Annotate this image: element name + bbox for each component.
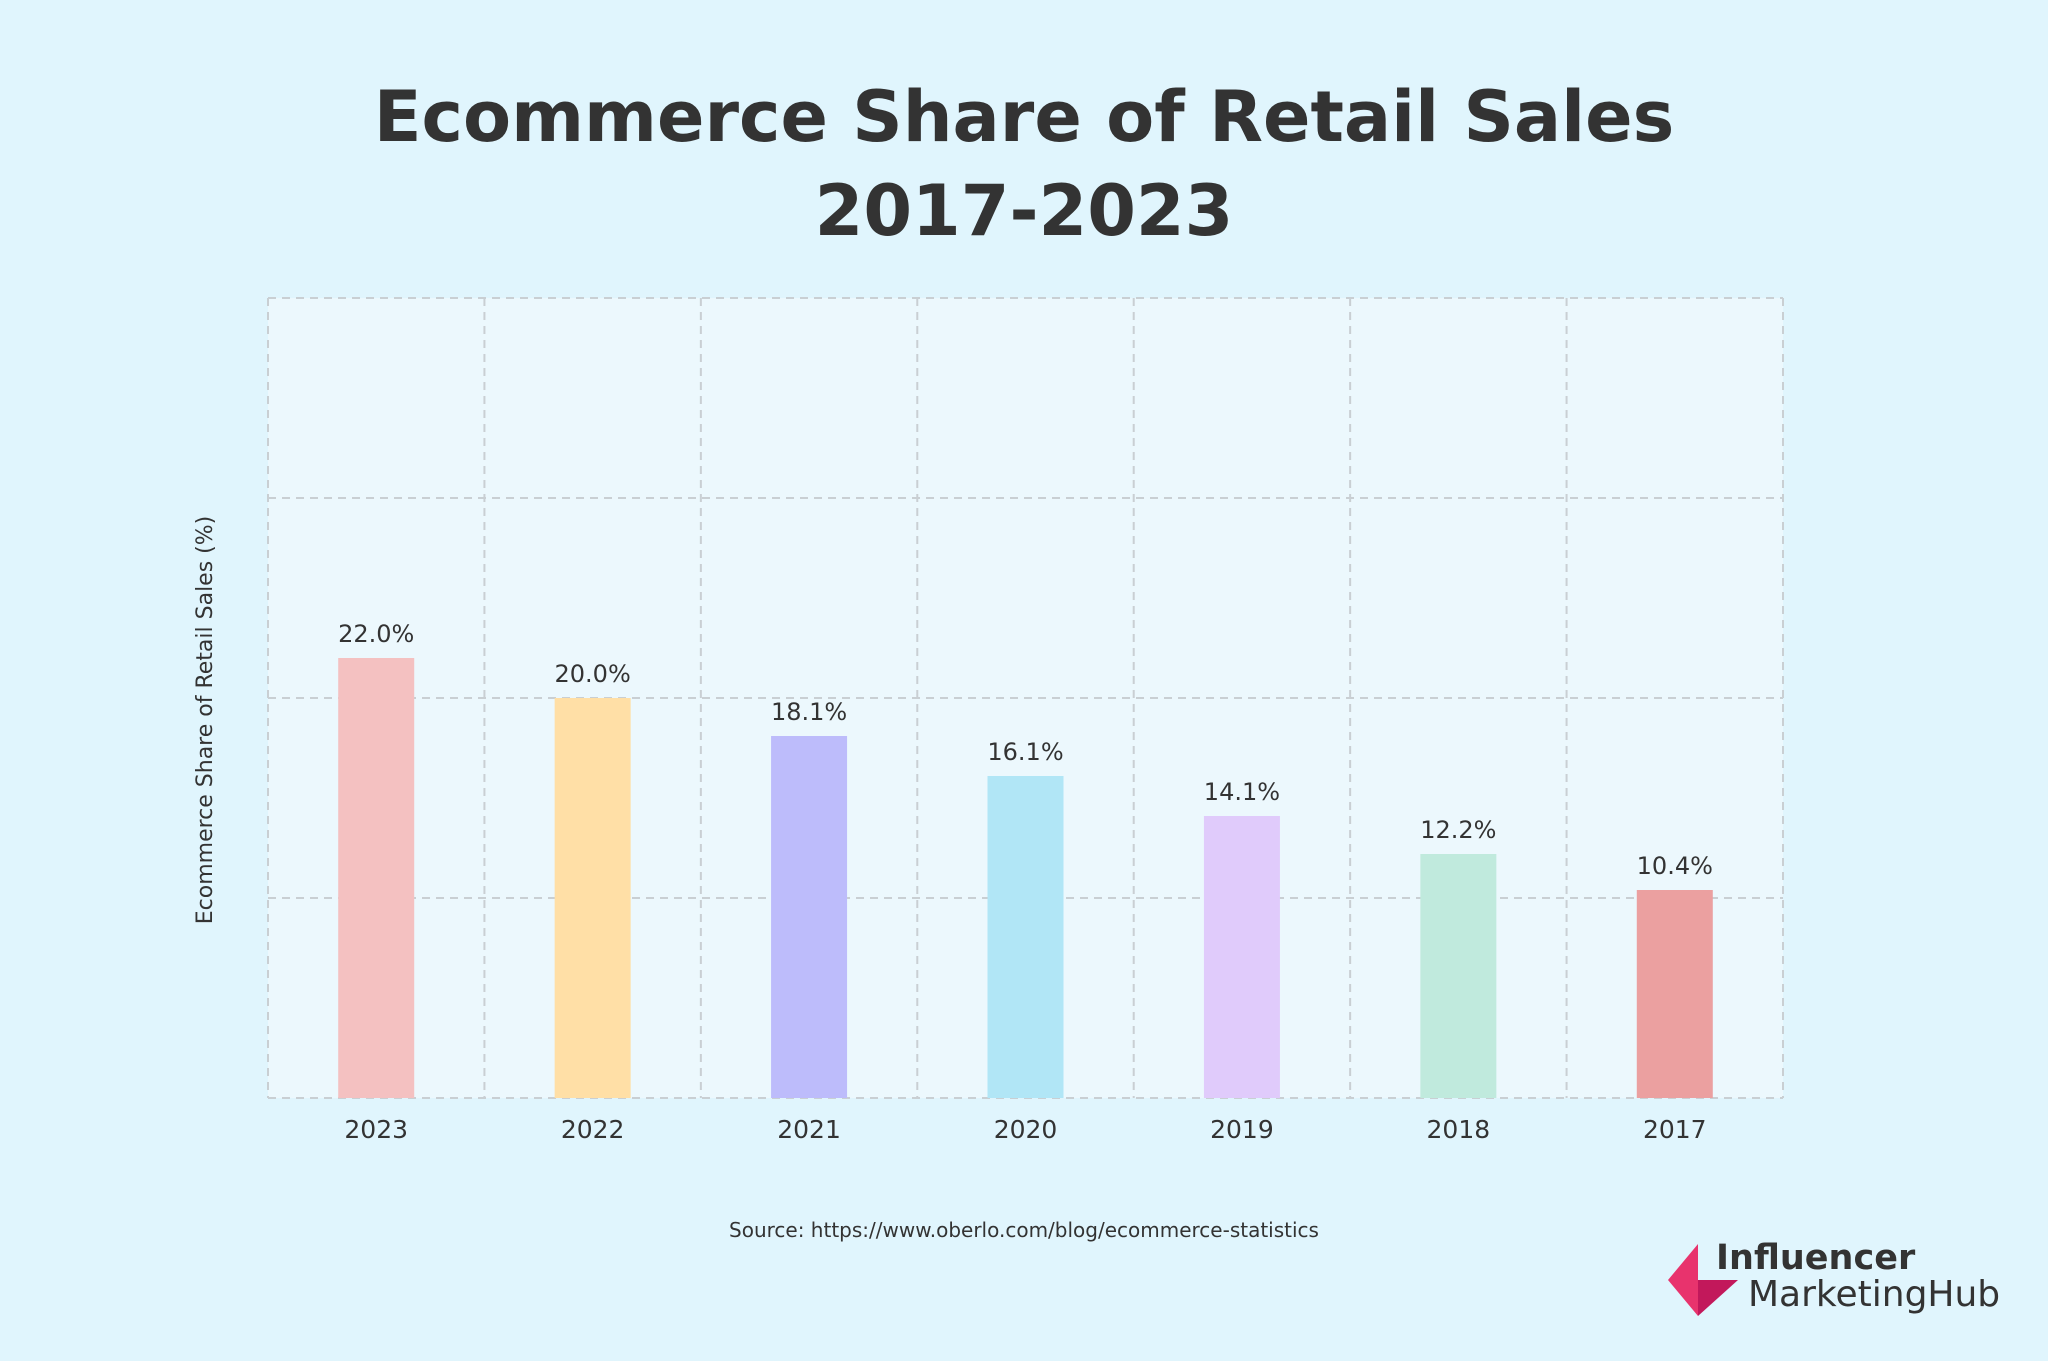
bar-value-label: 18.1% bbox=[771, 698, 847, 726]
bar-value-label: 22.0% bbox=[338, 620, 414, 648]
chart-title: Ecommerce Share of Retail Sales 2017-202… bbox=[0, 70, 2048, 258]
x-tick-label: 2023 bbox=[344, 1115, 408, 1144]
x-tick-label: 2021 bbox=[777, 1115, 841, 1144]
x-tick-label: 2018 bbox=[1427, 1115, 1491, 1144]
logo-mark-right-shape bbox=[1698, 1280, 1738, 1316]
bar bbox=[1636, 890, 1713, 1098]
bar bbox=[338, 658, 415, 1098]
chart-title-line-2: 2017-2023 bbox=[814, 170, 1234, 252]
bar bbox=[1203, 816, 1280, 1098]
bar-value-label: 10.4% bbox=[1637, 852, 1713, 880]
bar-value-label: 14.1% bbox=[1204, 778, 1280, 806]
logo-word-marketinghub: MarketingHub bbox=[1748, 1274, 2001, 1315]
x-tick-label: 2017 bbox=[1643, 1115, 1707, 1144]
influencer-marketing-hub-logo: Influencer MarketingHub bbox=[1668, 1238, 2008, 1318]
x-tick-label: 2020 bbox=[994, 1115, 1058, 1144]
bar-value-label: 16.1% bbox=[987, 738, 1063, 766]
y-axis-label: Ecommerce Share of Retail Sales (%) bbox=[193, 516, 218, 925]
x-tick-label: 2019 bbox=[1210, 1115, 1274, 1144]
logo-mark-icon bbox=[1668, 1244, 1738, 1316]
bar-value-label: 20.0% bbox=[555, 660, 631, 688]
bar bbox=[987, 776, 1064, 1098]
chart-title-line-1: Ecommerce Share of Retail Sales bbox=[373, 76, 1675, 158]
source-note: Source: https://www.oberlo.com/blog/ecom… bbox=[729, 1218, 1319, 1242]
bar bbox=[1420, 854, 1497, 1098]
bar bbox=[554, 698, 631, 1098]
bar bbox=[771, 736, 848, 1098]
x-tick-label: 2022 bbox=[561, 1115, 625, 1144]
bar-value-label: 12.2% bbox=[1420, 816, 1496, 844]
logo-word-influencer: Influencer bbox=[1716, 1238, 1916, 1278]
logo-mark-left-shape bbox=[1668, 1244, 1698, 1316]
